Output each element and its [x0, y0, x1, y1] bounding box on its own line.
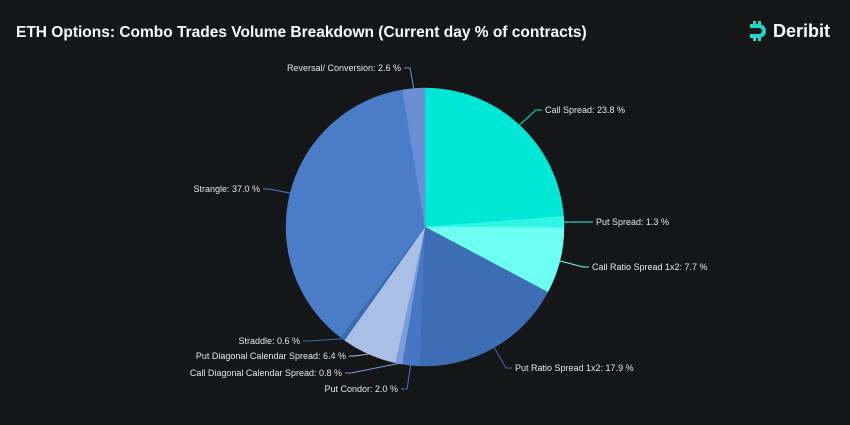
pie-slice[interactable] [419, 226, 549, 367]
leader-line [349, 353, 369, 357]
leader-line [559, 260, 589, 268]
chart-title: ETH Options: Combo Trades Volume Breakdo… [16, 24, 587, 41]
brand-name: Deribit [773, 20, 831, 41]
leader-line [345, 362, 399, 374]
leader-line [404, 67, 415, 89]
leader-line [303, 338, 343, 342]
pie-slice[interactable] [285, 89, 426, 338]
leader-line [493, 347, 512, 369]
deribit-logo: Deribit [747, 20, 830, 42]
leader-line [263, 188, 291, 194]
slice-label: Call Ratio Spread 1x2: 7.7 % [592, 262, 708, 272]
pie-slice[interactable] [424, 87, 564, 228]
slice-label: Put Diagonal Calendar Spread: 6.4 % [196, 351, 346, 361]
slice-label: Put Ratio Spread 1x2: 17.9 % [515, 363, 634, 373]
slice-label: Strangle: 37.0 % [193, 184, 260, 194]
slice-label: Reversal/ Conversion: 2.6 % [287, 63, 401, 73]
leader-line [401, 365, 412, 390]
slice-label: Call Diagonal Calendar Spread: 0.8 % [190, 368, 342, 378]
slice-label: Put Spread: 1.3 % [596, 217, 669, 227]
slice-label: Call Spread: 23.8 % [545, 105, 625, 115]
pie-slice[interactable] [402, 87, 426, 228]
deribit-logo-icon [750, 21, 766, 41]
slice-label: Put Condor: 2.0 % [324, 384, 398, 394]
slice-label: Straddle: 0.6 % [238, 336, 300, 346]
leader-line [519, 109, 542, 126]
